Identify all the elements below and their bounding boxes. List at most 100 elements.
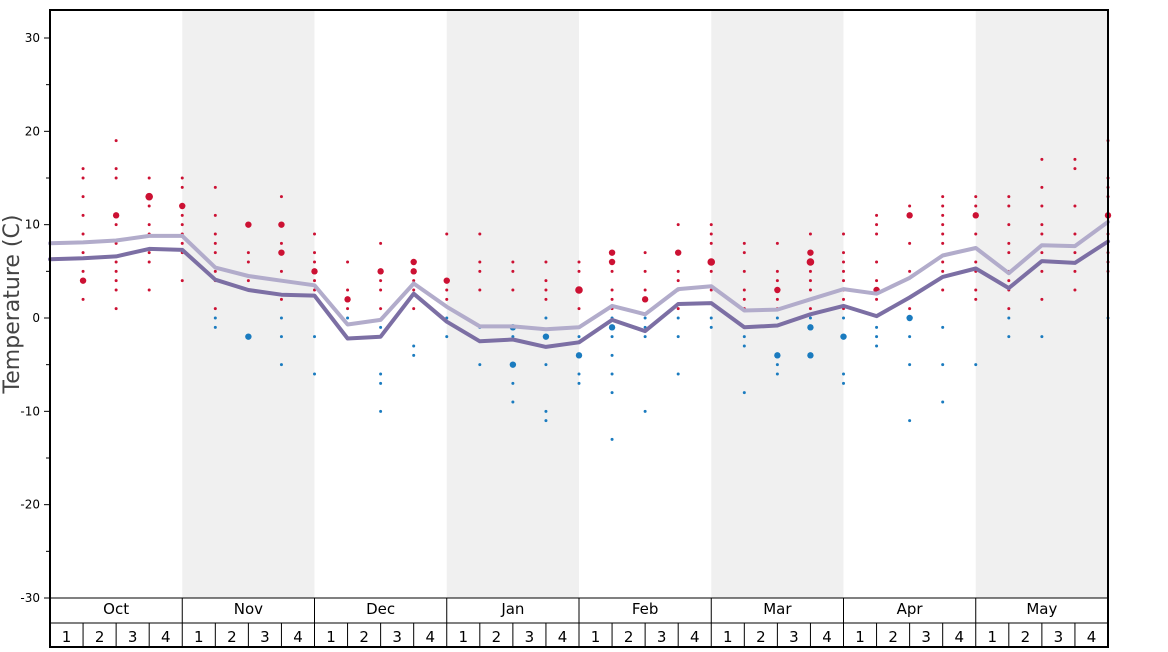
month-label: Apr [897, 600, 924, 618]
warm-point [445, 297, 449, 301]
month-band [711, 10, 844, 598]
cold-point [941, 363, 945, 367]
warm-point [908, 269, 912, 273]
warm-point [1040, 232, 1044, 236]
warm-point [81, 297, 85, 301]
warm-point [511, 269, 515, 273]
week-label: 1 [591, 628, 601, 646]
warm-point [875, 223, 879, 227]
cold-point [643, 409, 647, 413]
warm-point [478, 232, 482, 236]
week-label: 3 [1054, 628, 1064, 646]
cold-point [875, 325, 879, 329]
warm-point [1073, 204, 1077, 208]
warm-point [114, 176, 118, 180]
cold-point [379, 381, 383, 385]
cold-point [1040, 335, 1044, 339]
month-label: Nov [234, 600, 263, 618]
warm-point [346, 260, 350, 264]
cold-point [906, 314, 913, 322]
warm-point [114, 139, 118, 143]
warm-point [544, 279, 548, 283]
cold-point [643, 335, 647, 339]
cold-point [412, 344, 416, 348]
warm-point [742, 241, 746, 245]
cold-point [245, 333, 252, 340]
month-band [446, 10, 579, 598]
warm-point [145, 192, 153, 201]
y-tick-label: -20 [20, 498, 40, 512]
cold-point [509, 361, 517, 368]
warm-point [114, 260, 118, 264]
cold-point [478, 363, 482, 367]
cold-point [544, 419, 548, 423]
week-label: 3 [260, 628, 270, 646]
cold-point [511, 400, 515, 404]
warm-point [941, 204, 945, 208]
warm-point [180, 176, 184, 180]
cold-point [807, 324, 814, 331]
warm-point [147, 176, 151, 180]
warm-point [511, 288, 515, 292]
cold-point [908, 363, 912, 367]
warm-point [974, 260, 978, 264]
warm-point [147, 260, 151, 264]
warm-point [147, 204, 151, 208]
week-label: 1 [855, 628, 865, 646]
warm-point [1007, 307, 1011, 311]
warm-point [807, 249, 814, 256]
warm-point [346, 288, 350, 292]
cold-point [542, 333, 550, 340]
warm-point [808, 232, 812, 236]
warm-point [81, 213, 85, 217]
cold-point [279, 335, 283, 339]
warm-point [279, 195, 283, 199]
warm-point [643, 251, 647, 255]
warm-point [842, 251, 845, 255]
cold-point [842, 381, 845, 385]
cold-point [412, 353, 416, 357]
cold-point [511, 381, 515, 385]
warm-point [213, 307, 217, 311]
cold-point [808, 316, 812, 320]
cold-point [610, 372, 614, 376]
cold-point [842, 316, 845, 320]
y-tick-label: 0 [32, 311, 40, 325]
cold-point [941, 325, 945, 329]
warm-point [544, 260, 548, 264]
warm-point [608, 258, 616, 266]
month-band [975, 10, 1108, 598]
cold-point [544, 316, 548, 320]
month-label: Oct [103, 600, 129, 618]
warm-point [377, 268, 384, 275]
warm-point [278, 221, 285, 228]
cold-point [279, 363, 283, 367]
warm-point [676, 307, 680, 311]
month-label: May [1026, 600, 1057, 618]
week-label: 3 [921, 628, 931, 646]
week-label: 2 [756, 628, 766, 646]
warm-point [1073, 167, 1077, 171]
warm-point [875, 260, 879, 264]
warm-point [941, 260, 945, 264]
warm-point [81, 176, 85, 180]
warm-point [974, 204, 978, 208]
cold-point [544, 363, 548, 367]
cold-point [676, 372, 680, 376]
cold-point [313, 372, 316, 376]
warm-point [709, 232, 713, 236]
cold-point [610, 335, 614, 339]
warm-point [707, 258, 716, 266]
warm-point [180, 185, 184, 189]
month-label: Mar [763, 600, 792, 618]
warm-point [478, 288, 482, 292]
warm-point [941, 232, 945, 236]
warm-point [114, 307, 118, 311]
y-axis: 30 20 10 0 -10 -20 -30 [20, 31, 50, 605]
week-label: 2 [624, 628, 634, 646]
warm-point [180, 241, 184, 245]
warm-point [610, 269, 614, 273]
week-label: 1 [194, 628, 204, 646]
warm-point [941, 241, 945, 245]
week-label: 2 [1021, 628, 1031, 646]
